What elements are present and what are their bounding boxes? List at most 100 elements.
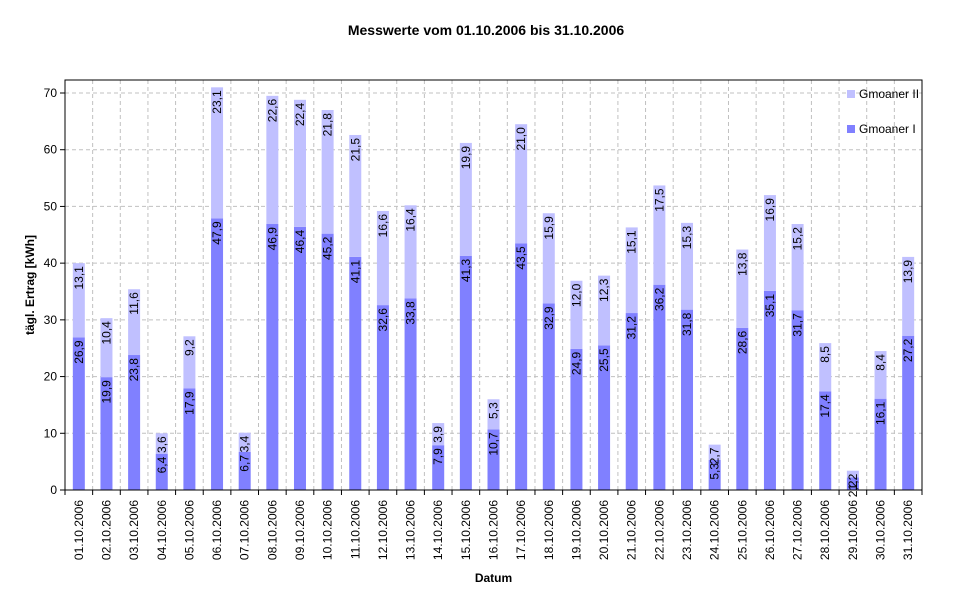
bar-gmoaner-2 [211, 87, 224, 219]
bar-gmoaner-2 [128, 289, 141, 356]
bar-gmoaner-2 [266, 95, 279, 225]
bar-gmoaner-1 [128, 355, 141, 490]
data-label: 41,1 [348, 260, 362, 284]
bar-gmoaner-2 [598, 275, 611, 346]
x-tick-label: 03.10.2006 [127, 500, 141, 560]
data-label: 35,1 [763, 294, 777, 318]
x-tick-label: 10.10.2006 [321, 500, 335, 560]
bar-gmoaner-1 [902, 335, 915, 490]
bar-gmoaner-1 [100, 377, 113, 490]
bar-gmoaner-2 [155, 433, 168, 454]
data-label: 6,4 [155, 456, 169, 473]
bar-gmoaner-1 [681, 309, 694, 490]
data-label: 7,9 [431, 448, 445, 465]
data-label: 5,3 [487, 402, 501, 419]
y-tick-label: 70 [44, 86, 58, 100]
data-label: 13,8 [735, 252, 749, 276]
bar-gmoaner-1 [238, 452, 251, 490]
data-label: 8,4 [874, 354, 888, 371]
data-label: 16,1 [874, 401, 888, 425]
data-label: 23,1 [210, 90, 224, 114]
data-label: 1,2 [846, 473, 860, 490]
data-label: 15,9 [542, 216, 556, 240]
bar-gmoaner-2 [791, 224, 804, 311]
data-label: 27,2 [901, 338, 915, 362]
data-label: 15,2 [791, 227, 805, 251]
x-tick-label: 27.10.2006 [791, 500, 805, 560]
y-tick-label: 30 [44, 313, 58, 327]
bar-gmoaner-2 [432, 423, 445, 446]
data-label: 26,9 [72, 340, 86, 364]
bar-gmoaner-2 [846, 470, 859, 478]
data-label: 21,8 [321, 113, 335, 137]
bar-gmoaner-2 [293, 99, 306, 227]
bar-gmoaner-2 [874, 351, 887, 399]
data-label: 32,6 [376, 308, 390, 332]
bar-gmoaner-1 [542, 303, 555, 490]
bar-gmoaner-1 [293, 226, 306, 491]
bar-gmoaner-2 [653, 185, 666, 285]
data-label: 31,8 [680, 312, 694, 336]
bar-gmoaner-1 [487, 429, 500, 490]
data-label: 12,0 [569, 283, 583, 307]
bar-gmoaner-1 [376, 305, 389, 490]
bar-gmoaner-1 [819, 391, 832, 490]
data-label: 24,9 [569, 351, 583, 375]
data-label: 31,7 [791, 313, 805, 337]
bar-gmoaner-2 [238, 432, 251, 453]
bar-gmoaner-1 [211, 218, 224, 491]
data-label: 22,4 [293, 102, 307, 126]
data-label: 19,9 [99, 380, 113, 404]
y-tick-label: 10 [44, 426, 58, 440]
x-tick-label: 21.10.2006 [625, 500, 639, 560]
x-tick-label: 19.10.2006 [569, 500, 583, 560]
bar-gmoaner-1 [736, 327, 749, 490]
data-label: 2,2 [846, 480, 860, 497]
data-label: 19,9 [459, 146, 473, 170]
bar-gmoaner-1 [155, 453, 168, 490]
x-tick-label: 05.10.2006 [182, 500, 196, 560]
x-tick-label: 11.10.2006 [348, 500, 362, 559]
bar-gmoaner-1 [404, 298, 417, 490]
data-label: 3,9 [431, 426, 445, 443]
data-label: 16,9 [763, 198, 777, 222]
legend-label: Gmoaner I [859, 122, 916, 136]
bar-gmoaner-2 [681, 222, 694, 310]
data-label: 3,4 [238, 435, 252, 452]
plot-frame [64, 79, 923, 491]
bar-gmoaner-1 [791, 310, 804, 490]
x-tick-label: 20.10.2006 [597, 500, 611, 560]
x-tick-label: 16.10.2006 [487, 500, 501, 560]
data-label: 5,3 [708, 463, 722, 480]
bar-gmoaner-2 [183, 336, 196, 389]
data-label: 31,2 [625, 316, 639, 340]
x-tick-label: 07.10.2006 [238, 500, 252, 560]
bar-gmoaner-1 [625, 313, 638, 490]
bar-gmoaner-1 [459, 255, 472, 490]
data-label: 17,4 [818, 394, 832, 418]
data-label: 17,5 [652, 188, 666, 212]
data-label: 32,9 [542, 306, 556, 330]
data-label: 41,3 [459, 258, 473, 282]
bar-gmoaner-1 [266, 224, 279, 490]
bar-gmoaner-2 [349, 134, 362, 257]
data-label: 16,4 [404, 208, 418, 232]
bar-gmoaner-1 [432, 445, 445, 490]
data-label: 22,6 [265, 99, 279, 123]
data-label: 23,8 [127, 358, 141, 382]
x-tick-label: 26.10.2006 [763, 500, 777, 560]
y-tick-label: 50 [44, 199, 58, 213]
y-tick-label: 40 [44, 256, 58, 270]
data-label: 9,2 [182, 339, 196, 356]
bar-gmoaner-2 [515, 124, 528, 244]
legend-label: Gmoaner II [859, 87, 919, 101]
y-axis-label: tägl. Ertrag [kWh] [23, 235, 37, 335]
bar-gmoaner-1 [570, 348, 583, 490]
x-axis-label: Datum [475, 571, 512, 585]
x-tick-label: 30.10.2006 [874, 500, 888, 560]
data-label: 15,3 [680, 226, 694, 250]
bar-gmoaner-1 [763, 290, 776, 490]
data-label: 28,6 [735, 330, 749, 354]
bar-gmoaner-2 [708, 444, 721, 460]
